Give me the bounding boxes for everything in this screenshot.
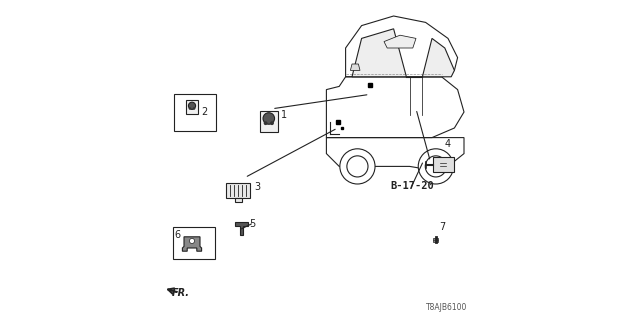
Bar [174, 94, 216, 131]
Bar [173, 227, 215, 259]
Bar [433, 238, 438, 242]
Circle shape [270, 121, 274, 125]
Polygon shape [352, 29, 406, 77]
FancyBboxPatch shape [260, 111, 278, 132]
Text: 1: 1 [281, 110, 287, 120]
Text: T8AJB6100: T8AJB6100 [426, 303, 467, 312]
Circle shape [193, 107, 195, 110]
Text: 5: 5 [250, 219, 256, 229]
Polygon shape [422, 38, 454, 77]
Polygon shape [351, 64, 360, 70]
Polygon shape [236, 198, 242, 203]
Circle shape [188, 102, 196, 109]
Text: B-17-20: B-17-20 [390, 181, 434, 191]
Text: 7: 7 [439, 222, 445, 232]
Circle shape [340, 149, 375, 184]
Bar [433, 157, 454, 172]
Text: 6: 6 [174, 230, 180, 240]
Text: FR.: FR. [172, 288, 190, 298]
Text: 4: 4 [445, 139, 451, 149]
Circle shape [263, 113, 275, 124]
Circle shape [419, 149, 453, 184]
Polygon shape [182, 237, 202, 251]
FancyBboxPatch shape [186, 100, 198, 114]
Text: 2: 2 [202, 107, 208, 117]
Bar [227, 183, 250, 198]
Circle shape [264, 121, 268, 125]
Text: 3: 3 [254, 182, 260, 192]
Polygon shape [384, 35, 416, 48]
Circle shape [189, 107, 191, 110]
Circle shape [189, 238, 195, 244]
Polygon shape [236, 222, 248, 235]
